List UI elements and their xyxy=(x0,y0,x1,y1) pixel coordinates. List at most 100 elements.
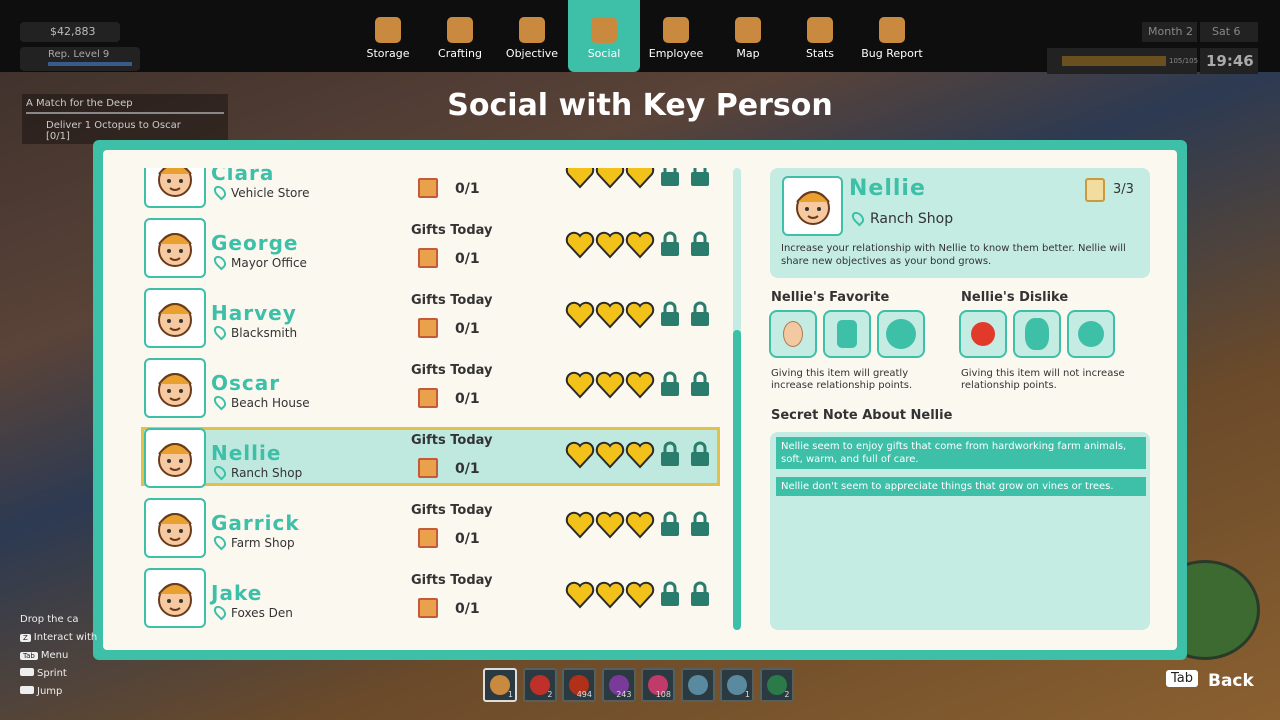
avatar xyxy=(144,498,206,558)
person-row[interactable]: Clara Vehicle Store 0/1 xyxy=(120,168,725,208)
objective-count: 3/3 xyxy=(1113,182,1134,197)
back-button[interactable]: Back xyxy=(1208,671,1254,691)
hearts-locks xyxy=(565,231,709,259)
hotbar-slot[interactable]: 108 xyxy=(641,668,675,702)
portrait xyxy=(158,513,192,547)
pin-icon xyxy=(211,603,229,621)
portrait xyxy=(796,191,830,225)
person-row[interactable]: Nellie Ranch Shop Gifts Today 0/1 xyxy=(120,427,725,488)
hearts-locks xyxy=(565,168,709,189)
portrait xyxy=(158,233,192,267)
portrait xyxy=(158,443,192,477)
nav-tab[interactable]: Stats xyxy=(784,0,856,72)
relationship xyxy=(565,230,725,266)
hotbar-slot[interactable]: 2 xyxy=(759,668,794,702)
scroll-thumb[interactable] xyxy=(733,330,741,630)
gifts-count: 0/1 xyxy=(455,391,480,407)
person-row[interactable]: George Mayor Office Gifts Today 0/1 xyxy=(120,218,725,278)
back-key: Tab xyxy=(1166,670,1199,687)
nav-tab[interactable]: Crafting xyxy=(424,0,496,72)
tab-label: Objective xyxy=(505,47,559,60)
person-name: Clara xyxy=(211,168,275,185)
relationship xyxy=(565,168,725,196)
gift-icon xyxy=(418,458,438,478)
item-count: 243 xyxy=(616,690,632,699)
item-count: 1 xyxy=(744,690,750,699)
favorite-caption: Giving this item will greatly increase r… xyxy=(771,368,913,391)
person-list: Clara Vehicle Store 0/1 George Mayor Office G… xyxy=(120,168,725,630)
favorite-item[interactable] xyxy=(823,310,871,358)
item-icon xyxy=(490,675,510,695)
favorite-title: Nellie's Favorite xyxy=(771,290,890,305)
secret-note: Nellie don't seem to appreciate things t… xyxy=(776,477,1146,496)
dislike-item[interactable] xyxy=(959,310,1007,358)
nav-tab[interactable]: Social xyxy=(568,0,640,72)
profile-description: Increase your relationship with Nellie t… xyxy=(781,243,1126,267)
item-icon xyxy=(766,675,787,695)
nav-tab[interactable]: Map xyxy=(712,0,784,72)
profile-location: Ranch Shop xyxy=(870,211,954,227)
quest-tracker: A Match for the Deep Deliver 1 Octopus t… xyxy=(22,94,228,144)
person-location: Vehicle Store xyxy=(231,186,310,200)
dislike-item[interactable] xyxy=(1067,310,1115,358)
person-row[interactable]: Harvey Blacksmith Gifts Today 0/1 xyxy=(120,288,725,348)
nav-tab[interactable]: Bug Report xyxy=(856,0,928,72)
favorite-item[interactable] xyxy=(877,310,925,358)
gifts-label: Gifts Today xyxy=(411,293,493,308)
pin-icon xyxy=(211,393,229,411)
item-icon xyxy=(727,675,747,695)
control-hint: Tab Menu xyxy=(20,650,68,661)
hotbar-slot[interactable]: 494 xyxy=(562,668,596,702)
item-count: 2 xyxy=(784,690,790,699)
tab-icon xyxy=(663,17,689,43)
hearts-locks xyxy=(565,441,709,469)
person-location: Mayor Office xyxy=(231,256,307,270)
relationship xyxy=(565,300,725,336)
gifts-label: Gifts Today xyxy=(411,573,493,588)
tab-label: Storage xyxy=(366,47,410,60)
pin-icon xyxy=(211,183,229,201)
hotbar-slot[interactable]: 1 xyxy=(483,668,517,702)
hotbar-slot[interactable]: 1 xyxy=(720,668,754,702)
action: Sprint xyxy=(37,668,67,679)
tab-icon xyxy=(519,17,545,43)
tab-icon xyxy=(807,17,833,43)
portrait xyxy=(158,583,192,617)
person-row[interactable]: Oscar Beach House Gifts Today 0/1 xyxy=(120,358,725,418)
money: $42,883 xyxy=(20,22,120,42)
person-name: Nellie xyxy=(211,441,282,465)
tab-label: Map xyxy=(736,47,760,60)
nav-tab[interactable]: Objective xyxy=(496,0,568,72)
hearts-locks xyxy=(565,371,709,399)
dislike-item[interactable] xyxy=(1013,310,1061,358)
person-name: Jake xyxy=(211,581,263,605)
profile-name: Nellie xyxy=(849,176,926,201)
avatar xyxy=(144,288,206,348)
person-row[interactable]: Jake Foxes Den Gifts Today 0/1 xyxy=(120,568,725,628)
rep-text: Rep. Level 9 xyxy=(48,49,110,60)
person-location: Beach House xyxy=(231,396,310,410)
nav-tab[interactable]: Storage xyxy=(352,0,424,72)
favorite-item[interactable] xyxy=(769,310,817,358)
key xyxy=(20,686,34,694)
rep-level: Rep. Level 9 xyxy=(20,47,140,71)
relationship xyxy=(565,440,725,476)
hotbar-slot[interactable] xyxy=(680,668,715,702)
quest-task: Deliver 1 Octopus to Oscar xyxy=(46,120,181,131)
gifts-label: Gifts Today xyxy=(411,363,493,378)
item-icon xyxy=(687,675,708,695)
energy: 105/105 xyxy=(1047,48,1199,74)
control-hint: Drop the ca xyxy=(20,614,79,625)
nav-tab[interactable]: Employee xyxy=(640,0,712,72)
person-row[interactable]: Garrick Farm Shop Gifts Today 0/1 xyxy=(120,498,725,558)
person-name: George xyxy=(211,231,299,255)
hotbar-slot[interactable]: 2 xyxy=(522,668,557,702)
gifts-count: 0/1 xyxy=(455,601,480,617)
energy-text: 105/105 xyxy=(1169,57,1199,65)
person-location: Foxes Den xyxy=(231,606,293,620)
key xyxy=(20,668,34,676)
gifts-count: 0/1 xyxy=(455,181,480,197)
key: Tab xyxy=(20,652,38,660)
month: Month 2 xyxy=(1142,22,1197,42)
hotbar-slot[interactable]: 243 xyxy=(601,668,636,702)
